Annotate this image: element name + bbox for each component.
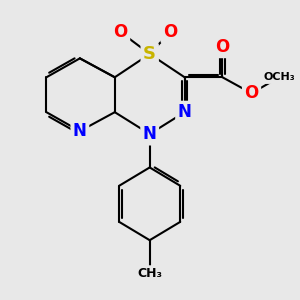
Text: S: S — [143, 45, 156, 63]
Text: CH₃: CH₃ — [137, 267, 162, 280]
Text: OCH₃: OCH₃ — [263, 72, 295, 82]
Text: O: O — [215, 38, 230, 56]
Text: N: N — [178, 103, 191, 121]
Text: O: O — [163, 23, 177, 41]
Text: N: N — [143, 125, 157, 143]
Text: N: N — [73, 122, 87, 140]
Text: O: O — [113, 23, 128, 41]
Text: O: O — [244, 84, 259, 102]
